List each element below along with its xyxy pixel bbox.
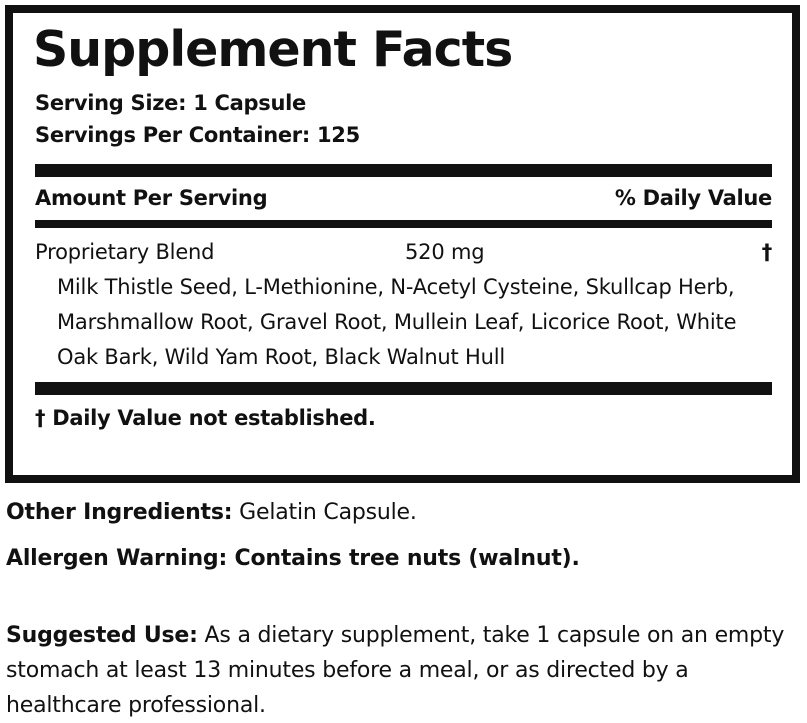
serving-size-line: Serving Size: 1 Capsule bbox=[35, 90, 306, 115]
suggested-use-paragraph: Suggested Use: As a dietary supplement, … bbox=[6, 618, 802, 723]
proprietary-blend-row: Proprietary Blend 520 mg † bbox=[35, 237, 772, 267]
allergen-warning-value: Contains tree nuts (walnut). bbox=[234, 546, 580, 571]
supplement-facts-panel: Supplement Facts Serving Size: 1 Capsule… bbox=[5, 5, 800, 483]
divider-thick-top bbox=[35, 163, 772, 177]
blend-components-text: Milk Thistle Seed, L-Methionine, N-Acety… bbox=[57, 274, 737, 369]
divider-medium bbox=[35, 219, 772, 228]
blend-name: Proprietary Blend bbox=[35, 239, 215, 264]
servings-per-container-line: Servings Per Container: 125 bbox=[35, 122, 360, 147]
daily-value-header: % Daily Value bbox=[614, 185, 772, 210]
suggested-use-value: As a dietary supplement, take 1 capsule … bbox=[6, 623, 785, 718]
other-ingredients-value: Gelatin Capsule. bbox=[239, 500, 417, 525]
other-ingredients-line: Other Ingredients: Gelatin Capsule. bbox=[6, 498, 802, 528]
suggested-use-label: Suggested Use: bbox=[6, 623, 198, 648]
column-header-row: Amount Per Serving % Daily Value bbox=[35, 186, 772, 220]
panel-title: Supplement Facts bbox=[33, 21, 513, 78]
allergen-warning-label: Allergen Warning: bbox=[6, 546, 228, 571]
allergen-warning-line: Allergen Warning: Contains tree nuts (wa… bbox=[6, 544, 802, 574]
daily-value-footnote: † Daily Value not established. bbox=[35, 405, 376, 430]
amount-per-serving-header: Amount Per Serving bbox=[35, 185, 268, 210]
blend-amount: 520 mg bbox=[405, 239, 485, 264]
label-notes-section: Other Ingredients: Gelatin Capsule. Alle… bbox=[6, 490, 802, 723]
other-ingredients-label: Other Ingredients: bbox=[6, 500, 233, 525]
blend-daily-value-dagger: † bbox=[761, 239, 773, 264]
divider-thick-bottom bbox=[35, 381, 772, 395]
